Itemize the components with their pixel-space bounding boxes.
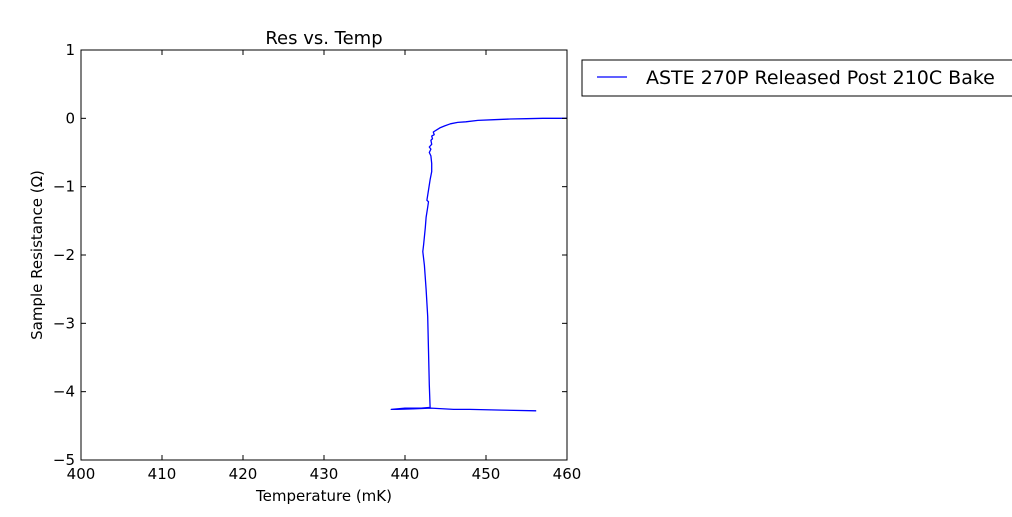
y-tick-label: −2: [53, 246, 75, 264]
y-tick-label: −4: [53, 383, 75, 401]
x-axis-label: Temperature (mK): [255, 487, 392, 505]
y-tick-label: −3: [53, 314, 75, 332]
series-line: [390, 117, 567, 412]
chart-title: Res vs. Temp: [265, 28, 382, 49]
x-tick-label: 440: [391, 465, 420, 483]
x-tick-label: 410: [148, 465, 177, 483]
x-tick-label: 450: [472, 465, 501, 483]
y-axis-label: Sample Resistance (Ω): [28, 170, 46, 340]
plot-frame: [80, 49, 568, 461]
series-layer: [390, 117, 567, 412]
x-tick-label: 420: [229, 465, 258, 483]
x-tick-label: 400: [67, 465, 96, 483]
x-tick-label: 460: [553, 465, 582, 483]
x-tick-label: 430: [310, 465, 339, 483]
y-tick-label: −5: [53, 451, 75, 469]
y-tick-label: 0: [65, 109, 75, 127]
y-tick-label: −1: [53, 178, 75, 196]
legend: ASTE 270P Released Post 210C Bake: [581, 59, 1012, 97]
y-axis: −5 −4 −3 −2 −1 0 1: [53, 41, 567, 469]
legend-box: [581, 59, 1012, 97]
y-tick-label: 1: [65, 41, 75, 59]
x-axis: 400 410 420 430 440 450 460: [67, 50, 582, 483]
legend-label: ASTE 270P Released Post 210C Bake: [646, 67, 995, 89]
